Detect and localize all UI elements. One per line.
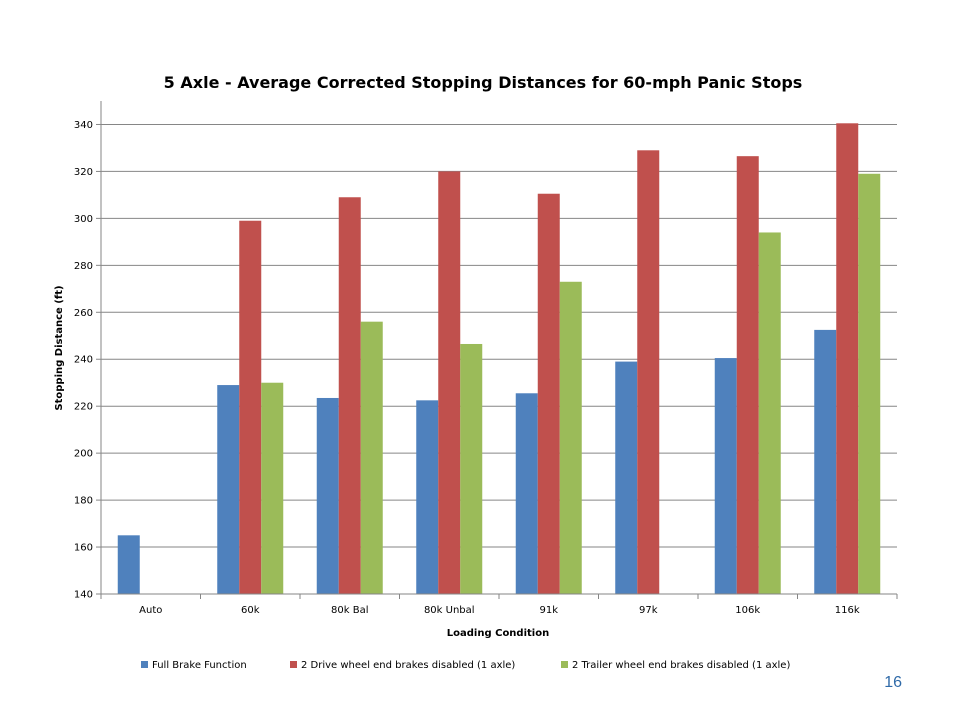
- bar: [714, 358, 737, 594]
- legend-swatch: [141, 661, 148, 668]
- bar: [615, 361, 638, 594]
- x-tick-label: 80k Bal: [331, 605, 368, 616]
- y-tick-labels: 140 160 180 200 220 240 260 280 300 320 340: [74, 120, 93, 601]
- y-tick-label: 220: [74, 402, 93, 413]
- x-tick-label: 60k: [241, 605, 260, 616]
- y-tick-label: 180: [74, 496, 93, 507]
- chart-title: 5 Axle - Average Corrected Stopping Dist…: [164, 73, 803, 92]
- x-tick-label: 116k: [835, 605, 860, 616]
- bar: [438, 171, 461, 594]
- y-tick-label: 240: [74, 355, 93, 366]
- x-tick-label: Auto: [139, 605, 162, 616]
- bar: [117, 535, 140, 594]
- bar: [416, 400, 439, 594]
- y-tick-label: 280: [74, 261, 93, 272]
- legend-label: 2 Trailer wheel end brakes disabled (1 a…: [572, 660, 790, 671]
- legend-label: 2 Drive wheel end brakes disabled (1 axl…: [301, 660, 515, 671]
- bar: [217, 385, 240, 594]
- y-tick-label: 160: [74, 543, 93, 554]
- bar: [239, 220, 262, 594]
- y-tick-label: 300: [74, 214, 93, 225]
- legend-label: Full Brake Function: [152, 660, 247, 671]
- y-tick-label: 200: [74, 449, 93, 460]
- page-number: 16: [884, 674, 902, 691]
- bars: [117, 123, 881, 595]
- bar: [758, 232, 781, 594]
- x-tick-label: 91k: [539, 605, 558, 616]
- bar: [559, 281, 582, 594]
- legend-swatch: [561, 661, 568, 668]
- x-tick-label: 80k Unbal: [424, 605, 475, 616]
- bar: [460, 343, 483, 594]
- y-tick-label: 320: [74, 167, 93, 178]
- bar: [338, 197, 361, 594]
- bar: [360, 321, 383, 594]
- x-axis-title: Loading Condition: [447, 628, 549, 639]
- x-tick-label: 97k: [639, 605, 658, 616]
- legend-swatch: [290, 661, 297, 668]
- bar: [316, 397, 339, 594]
- bar: [814, 329, 837, 594]
- y-tick-label: 340: [74, 120, 93, 131]
- bar: [836, 123, 859, 595]
- bar: [637, 150, 660, 595]
- bar: [515, 393, 538, 594]
- x-tick-label: 106k: [735, 605, 760, 616]
- legend: Full Brake Function 2 Drive wheel end bra…: [141, 660, 790, 671]
- bar: [537, 193, 560, 594]
- bar: [261, 382, 284, 594]
- y-tick-label: 140: [74, 590, 93, 601]
- bar: [736, 156, 759, 594]
- y-axis-title: Stopping Distance (ft): [54, 285, 65, 410]
- axes: [100, 101, 898, 599]
- y-tick-label: 260: [74, 308, 93, 319]
- x-tick-labels: Auto 60k 80k Bal 80k Unbal 91k 97k 106k 116k: [139, 605, 860, 616]
- bar: [858, 173, 881, 594]
